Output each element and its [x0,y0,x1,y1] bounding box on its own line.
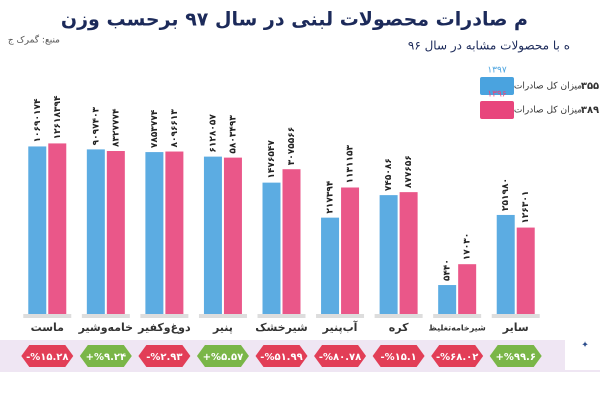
x-tick-label: ماست [31,321,64,334]
category-shadow [81,314,130,318]
change-badge [372,345,425,367]
bar [438,285,457,316]
bar [262,182,281,316]
change-badge [489,345,542,367]
change-label: -%۲.۹۳ [146,352,182,363]
bar [321,217,340,316]
x-tick-label: شیرخشک [255,321,308,334]
value-label: ۳۰۷۵۵۶۶ [287,127,297,165]
value-label: ۸۰۹۶۶۱۳ [170,109,180,148]
category-shadow [491,314,540,318]
legend-label: ۱۳۹۷ [487,66,507,76]
bar [145,152,164,316]
value-label: ۹۰۹۷۴۰۳ [91,106,101,145]
change-label: +%۵.۵۷ [203,352,244,363]
bar [203,156,222,316]
value-label: ۲۵۱۹۸۰ [501,178,511,211]
change-badge [196,345,249,367]
category-shadow [316,314,365,318]
value-label: ۷۴۵۰۸۶ [384,158,394,191]
x-tick-label: آب‌پنیر [322,320,358,334]
category-shadow [198,314,247,318]
value-label: ۸۳۲۷۷۷۴ [111,108,121,147]
legend-swatch [480,77,514,95]
legend-label: ۱۳۹۶ [487,90,507,100]
change-badge [21,345,74,367]
bar [516,227,535,316]
value-label: ۸۷۷۶۵۶ [404,155,414,188]
change-badge [431,345,484,367]
bar [341,187,360,316]
bar [28,146,47,316]
change-label: -%۵۱.۹۹ [260,352,302,363]
legend-text: میزان کل صادرات [514,82,582,92]
value-label: ۲۱۷۳۹۴ [326,180,336,213]
value-label: ۱۱۳۱۱۵۳ [346,145,356,184]
change-badge [138,345,191,367]
category-shadow [374,314,423,318]
logo-area [565,300,600,370]
category-shadow [140,314,189,318]
x-tick-label: سایر [502,321,529,334]
x-tick-label: شیرخامه‌تغلیظ [429,324,486,333]
source: منبع: گمرک ج [8,34,60,46]
change-badge [255,345,308,367]
legend-total: ۳۵۵ [581,81,599,92]
value-label: ۶۱۲۸۰۵۷ [208,114,218,153]
change-label: +%۹.۲۴ [86,352,127,363]
change-label: -%۸۰.۷۸ [319,352,361,363]
value-label: ۵۸۰۳۴۹۳ [228,115,238,154]
value-label: ۷۸۵۳۷۷۴ [150,109,160,148]
value-label: ۱۴۷۶۵۴۷ [267,140,277,179]
change-badge [79,345,132,367]
x-tick-label: پنیر [212,321,233,334]
bar [458,264,477,316]
bar [86,149,105,316]
change-label: -%۱۵.۱ [380,352,416,363]
chart-title: م صادرات محصولات لبنی در سال ۹۷ برحسب وز… [61,9,528,31]
x-tick-label: خامه‌وشیر [78,321,134,334]
bar [399,192,418,316]
category-shadow [257,314,306,318]
change-label: -%۶۸.۰۲ [436,352,478,363]
category-shadow [23,314,72,318]
bar [379,195,398,316]
change-label: -%۱۵.۲۸ [26,352,68,363]
change-label: +%۹۹.۶ [495,352,536,363]
value-label: ۱۰۶۹۰۱۷۴ [33,98,43,142]
legend-text: میزان کل صادرات [514,106,582,116]
title-band [0,0,600,38]
change-badge [314,345,367,367]
subtitle: ه با محصولات مشابه در سال ۹۶ [408,39,570,54]
value-label: ۱۷۰۳۰ [463,233,473,260]
value-label: ۵۴۴۰ [443,259,453,281]
bar [282,169,301,316]
legend-total: ۳۸۹ [581,105,599,116]
category-shadow [433,314,482,318]
legend-swatch [480,101,514,119]
value-label: ۱۲۶۳۰۱ [521,191,531,224]
bar [496,214,515,316]
bar [106,151,125,316]
x-tick-label: دوغ‌وکفیر [137,321,191,334]
x-tick-label: کره [389,321,409,334]
bar [223,157,242,316]
bar [165,151,184,316]
logo: ✦ [581,341,589,351]
bar [48,143,67,316]
value-label: ۱۲۶۱۸۳۹۴ [53,95,63,139]
